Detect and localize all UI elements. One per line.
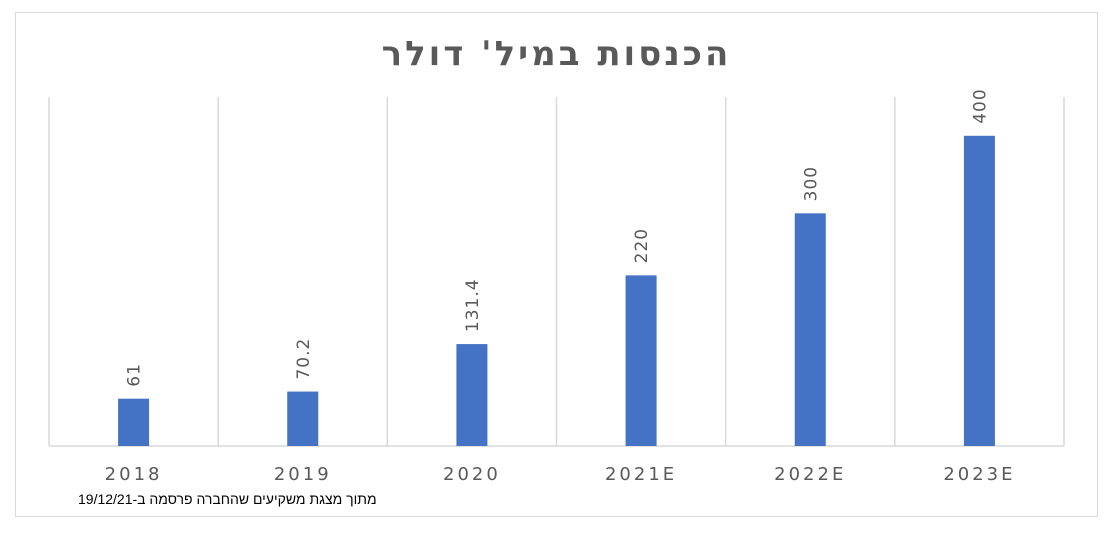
bar-2022E	[794, 213, 826, 446]
chart-title: הכנסות במיל' דולר	[381, 34, 732, 74]
x-tick-2023E: 2023E	[943, 464, 1015, 485]
data-label-2018: 61	[125, 363, 145, 387]
x-tick-2020: 2020	[443, 464, 501, 485]
data-label-2022E: 300	[801, 166, 821, 201]
data-label-2023E: 400	[970, 88, 990, 123]
bar-2020	[456, 344, 488, 446]
x-tick-2021E: 2021E	[605, 464, 677, 485]
source-note: מתוך מצגת משקיעים שהחברה פרסמה ב-19/12/2…	[78, 491, 377, 507]
data-label-2019: 70.2	[294, 338, 314, 380]
x-tick-2018: 2018	[105, 464, 163, 485]
gridlines	[48, 97, 1065, 447]
bars	[118, 135, 995, 446]
bar-2023E	[963, 135, 995, 446]
bar-2018	[118, 398, 150, 446]
x-tick-2019: 2019	[274, 464, 332, 485]
data-labels: 61 70.2 131.4 220 300 400	[125, 88, 991, 386]
x-axis-ticks: 2018 2019 2020 2021E 2022E 2023E	[105, 464, 1015, 485]
data-label-2020: 131.4	[463, 278, 483, 332]
bar-2021E	[625, 275, 657, 446]
data-label-2021E: 220	[632, 228, 652, 263]
bar-2019	[287, 391, 319, 446]
x-tick-2022E: 2022E	[774, 464, 846, 485]
